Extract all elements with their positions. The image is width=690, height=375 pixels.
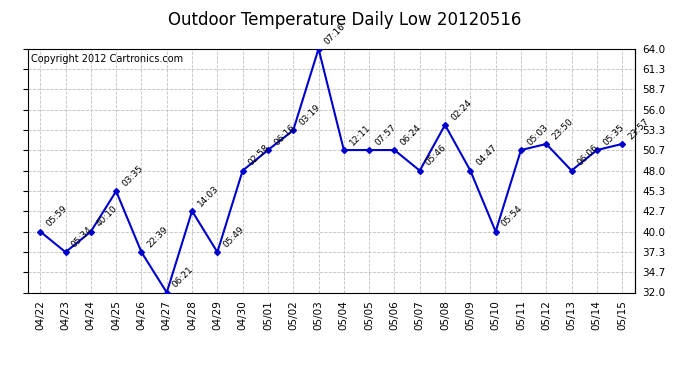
Text: 22:39: 22:39 [146, 225, 170, 249]
Text: 02:24: 02:24 [449, 98, 473, 122]
Text: 06:16: 06:16 [272, 123, 297, 147]
Text: 05:49: 05:49 [221, 225, 246, 249]
Text: 23:50: 23:50 [551, 117, 575, 141]
Text: 07:57: 07:57 [373, 123, 398, 147]
Text: Copyright 2012 Cartronics.com: Copyright 2012 Cartronics.com [30, 54, 183, 64]
Text: 06:21: 06:21 [171, 265, 195, 290]
Text: 04:47: 04:47 [475, 143, 499, 168]
Text: 05:03: 05:03 [525, 123, 550, 147]
Text: 06:24: 06:24 [399, 123, 423, 147]
Text: 05:35: 05:35 [601, 123, 626, 147]
Text: 02:58: 02:58 [247, 143, 271, 168]
Text: Outdoor Temperature Daily Low 20120516: Outdoor Temperature Daily Low 20120516 [168, 11, 522, 29]
Text: 23:57: 23:57 [627, 117, 651, 141]
Text: 05:34: 05:34 [70, 225, 95, 249]
Text: 05:54: 05:54 [500, 204, 524, 229]
Text: 40:10: 40:10 [95, 204, 119, 229]
Text: 05:46: 05:46 [424, 143, 448, 168]
Text: 05:59: 05:59 [44, 204, 69, 229]
Text: 03:19: 03:19 [297, 103, 322, 128]
Text: 03:35: 03:35 [120, 164, 145, 188]
Text: 07:16: 07:16 [323, 21, 347, 46]
Text: 06:06: 06:06 [575, 143, 600, 168]
Text: 12:11: 12:11 [348, 123, 373, 147]
Text: 14:03: 14:03 [196, 184, 221, 208]
